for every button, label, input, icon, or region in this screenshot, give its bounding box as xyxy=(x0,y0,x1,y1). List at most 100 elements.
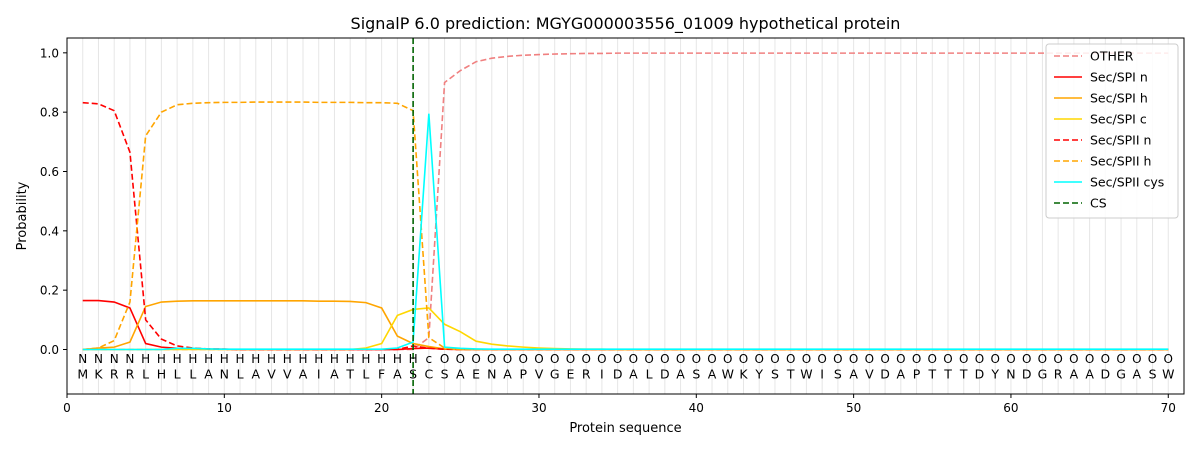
region-label: H xyxy=(251,352,260,366)
region-label: N xyxy=(125,352,134,366)
residue-label: G xyxy=(1038,367,1048,382)
region-label: H xyxy=(236,352,245,366)
legend-box xyxy=(1045,43,1179,219)
residue-label: T xyxy=(345,367,354,382)
region-label: N xyxy=(110,352,119,366)
residue-label: A xyxy=(849,367,858,382)
residue-label: V xyxy=(267,367,276,382)
legend-label: Sec/SPII h xyxy=(1090,154,1151,169)
region-label: O xyxy=(1132,352,1141,366)
region-label: O xyxy=(1164,352,1173,366)
region-label: O xyxy=(928,352,937,366)
x-tick-label: 70 xyxy=(1161,401,1176,415)
region-label: O xyxy=(739,352,748,366)
residue-label: W xyxy=(722,367,734,382)
residue-label: A xyxy=(676,367,685,382)
region-label: O xyxy=(471,352,480,366)
region-label: O xyxy=(644,352,653,366)
residue-label: R xyxy=(1054,367,1063,382)
region-label: O xyxy=(660,352,669,366)
residue-label: V xyxy=(283,367,292,382)
residue-label: I xyxy=(317,367,321,382)
y-tick-label: 0.2 xyxy=(40,284,59,298)
region-label: H xyxy=(188,352,197,366)
residue-label: A xyxy=(897,367,906,382)
region-label: O xyxy=(754,352,763,366)
residue-label: W xyxy=(1162,367,1174,382)
residue-label: T xyxy=(959,367,968,382)
residue-label: L xyxy=(646,367,653,382)
residue-label: K xyxy=(94,367,103,382)
region-label: O xyxy=(896,352,905,366)
region-label: c xyxy=(426,352,433,366)
plot-frame xyxy=(66,37,1185,395)
x-tick-label: 20 xyxy=(374,401,389,415)
region-label: H xyxy=(393,352,402,366)
y-tick-label: 0.4 xyxy=(40,224,59,238)
region-label: H xyxy=(298,352,307,366)
region-label: H xyxy=(409,352,418,366)
region-label: H xyxy=(346,352,355,366)
residue-label: A xyxy=(629,367,638,382)
region-label: H xyxy=(330,352,339,366)
series-lines xyxy=(82,38,1169,394)
residue-label: T xyxy=(943,367,952,382)
residue-label: C xyxy=(424,367,433,382)
series-line-sec-spi-h xyxy=(82,300,1169,351)
region-label: N xyxy=(94,352,103,366)
residue-label: I xyxy=(600,367,604,382)
x-tick-label: 30 xyxy=(531,401,546,415)
x-tick-label: 50 xyxy=(846,401,861,415)
residue-label: M xyxy=(77,367,88,382)
region-label: H xyxy=(157,352,166,366)
region-label: O xyxy=(770,352,779,366)
vertical-grid xyxy=(82,38,1169,394)
residue-label: I xyxy=(820,367,824,382)
y-axis-label: Probability xyxy=(15,181,30,250)
region-label: O xyxy=(912,352,921,366)
residue-label: A xyxy=(1085,367,1094,382)
residue-label: P xyxy=(519,367,527,382)
residue-label: S xyxy=(834,367,842,382)
y-tick-label: 0.0 xyxy=(40,343,59,357)
legend: OTHER Sec/SPI n Sec/SPI h Sec/SPI c Sec/SPII… xyxy=(1045,43,1179,219)
legend-label: Sec/SPI c xyxy=(1090,112,1147,127)
region-label: O xyxy=(880,352,889,366)
residue-label: F xyxy=(378,367,385,382)
region-label: O xyxy=(707,352,716,366)
residue-label: E xyxy=(472,367,480,382)
region-label: O xyxy=(802,352,811,366)
region-label: O xyxy=(613,352,622,366)
region-label: H xyxy=(361,352,370,366)
region-label: H xyxy=(377,352,386,366)
region-label: O xyxy=(503,352,512,366)
region-label: O xyxy=(943,352,952,366)
region-label: O xyxy=(519,352,528,366)
residue-label: A xyxy=(204,367,213,382)
residue-label: D xyxy=(880,367,890,382)
residue-label: T xyxy=(786,367,795,382)
region-label: H xyxy=(267,352,276,366)
series-line-other xyxy=(82,52,1169,351)
residue-label: S xyxy=(441,367,449,382)
residue-label: S xyxy=(1149,367,1157,382)
residue-label: N xyxy=(220,367,229,382)
region-label: H xyxy=(204,352,213,366)
residue-label: E xyxy=(566,367,574,382)
region-label: O xyxy=(1069,352,1078,366)
residue-label: K xyxy=(739,367,748,382)
residue-label: D xyxy=(975,367,985,382)
residue-label: L xyxy=(142,367,149,382)
region-label: H xyxy=(314,352,323,366)
residue-label: A xyxy=(393,367,402,382)
legend-label: Sec/SPI n xyxy=(1090,70,1148,85)
region-label: H xyxy=(220,352,229,366)
region-label: H xyxy=(173,352,182,366)
residue-label: V xyxy=(865,367,874,382)
region-label: O xyxy=(723,352,732,366)
y-tick-label: 0.6 xyxy=(40,165,59,179)
y-tick-label: 1.0 xyxy=(40,46,59,60)
residue-label: N xyxy=(1006,367,1015,382)
x-tick-label: 0 xyxy=(63,401,71,415)
sequence-labels: NMNKNRNRHLHHHLHLHAHNHLHAHVHVHAHIHAHTHLHF… xyxy=(77,352,1174,382)
